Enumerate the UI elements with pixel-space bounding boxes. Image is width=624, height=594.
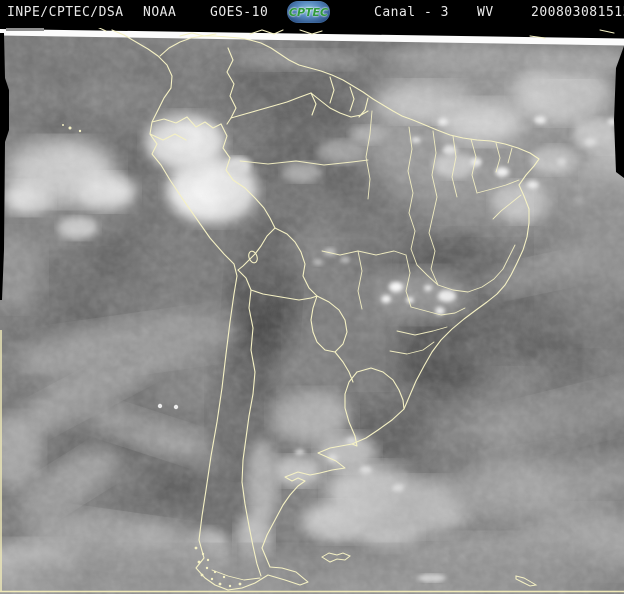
- missing-data-wedge-right: [614, 46, 624, 178]
- map-frame: [0, 330, 624, 593]
- product-label: WV: [477, 5, 494, 20]
- cptec-logo-text: CPTEC: [288, 5, 329, 19]
- org-label: INPE/CPTEC/DSA: [7, 5, 124, 20]
- coastline: [111, 29, 540, 591]
- timestamp-label: 200803081515: [531, 5, 624, 20]
- header-bar: INPE/CPTEC/DSA NOAA GOES-10 CPTEC Canal …: [0, 0, 624, 28]
- falkland-islands: [321, 552, 351, 563]
- country-borders: [111, 29, 540, 591]
- agency-label: NOAA: [143, 5, 177, 20]
- lake-titicaca: [248, 250, 258, 264]
- channel-label: Canal - 3: [374, 5, 449, 20]
- cloud-layer: [0, 33, 624, 594]
- state-borders: [239, 110, 522, 355]
- south-georgia-island: [515, 575, 538, 587]
- cptec-logo: CPTEC: [287, 1, 330, 23]
- fjord-speckles: [194, 546, 242, 588]
- missing-data-strip-left: [0, 33, 9, 300]
- islands: [62, 124, 538, 588]
- satellite-label: GOES-10: [210, 5, 269, 20]
- scan-edge-band: [0, 29, 624, 46]
- galapagos-islands: [62, 124, 82, 133]
